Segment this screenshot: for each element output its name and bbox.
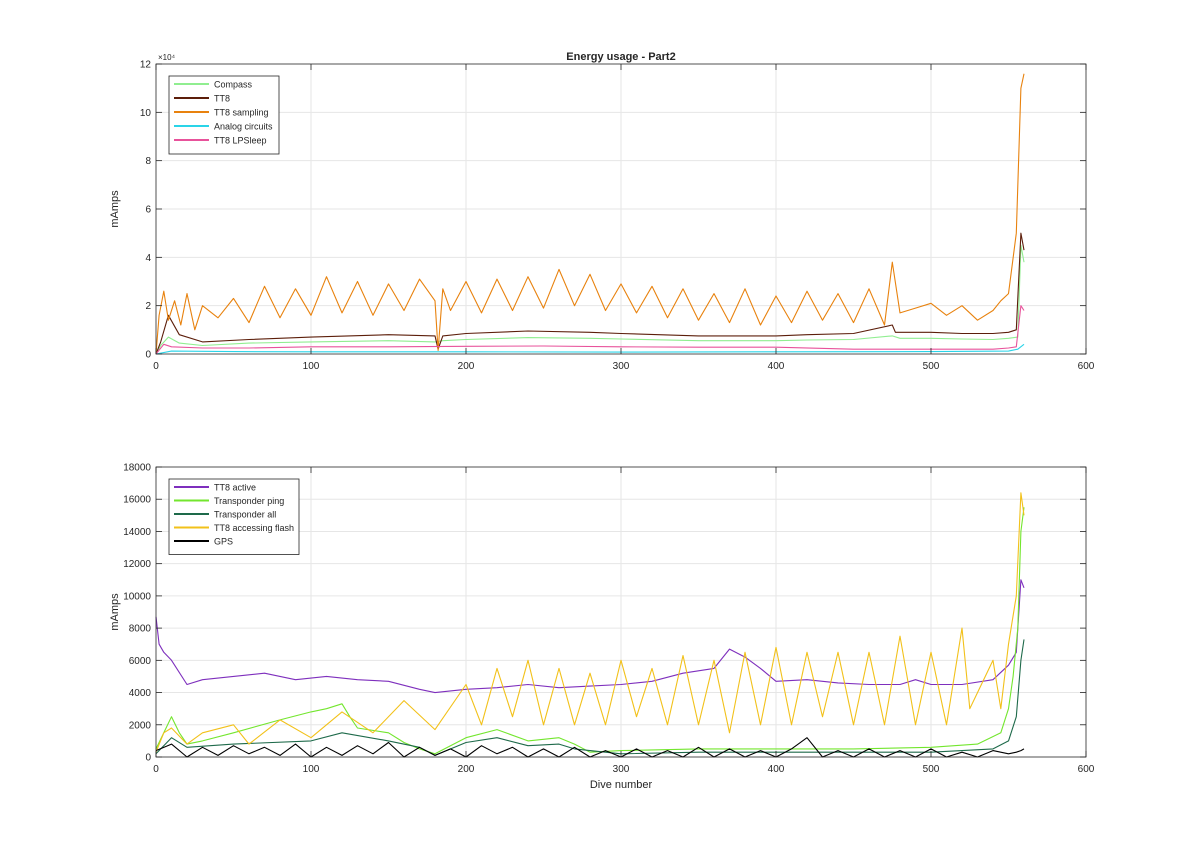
y-tick-label: 4000 <box>129 688 152 699</box>
y-tick-label: 6 <box>145 205 151 216</box>
y-tick-label: 12000 <box>123 559 151 570</box>
legend-label: TT8 <box>214 94 230 104</box>
x-tick-label: 600 <box>1078 361 1095 372</box>
y-tick-label: 8000 <box>129 624 152 635</box>
legend: TT8 active Transponder ping Transponder al… <box>168 478 300 555</box>
x-tick-label: 100 <box>303 764 320 775</box>
y-tick-label: 2 <box>145 301 151 312</box>
y-axis-label: mAmps <box>109 593 121 631</box>
x-tick-label: 500 <box>923 764 940 775</box>
y-tick-label: 0 <box>145 350 151 361</box>
figure-title: Energy usage - Part2 <box>566 51 675 63</box>
y-tick-label: 10 <box>140 108 152 119</box>
legend-label: TT8 LPSleep <box>214 136 267 146</box>
x-tick-label: 300 <box>613 764 630 775</box>
x-tick-label: 200 <box>458 764 475 775</box>
legend-label: Transponder ping <box>214 496 284 506</box>
y-axis-label: mAmps <box>109 190 121 228</box>
bottom-axes: 0 100 200 300 400 500 600020004000600080001000… <box>109 463 1095 792</box>
y-tick-label: 12 <box>140 60 152 71</box>
y-tick-label: 8 <box>145 156 151 167</box>
legend-label: Compass <box>214 80 253 90</box>
x-tick-label: 400 <box>768 764 785 775</box>
series-line-compass <box>155 244 1025 355</box>
x-tick-label: 500 <box>923 361 940 372</box>
y-tick-label: 10000 <box>123 591 151 602</box>
y-tick-label: 2000 <box>129 720 152 731</box>
y-tick-label: 18000 <box>123 463 151 474</box>
x-tick-label: 200 <box>458 361 475 372</box>
x-tick-label: 100 <box>303 361 320 372</box>
x-tick-label: 400 <box>768 361 785 372</box>
y-exponent-label: ×10⁴ <box>158 53 176 62</box>
series-line-tt8 <box>155 232 1025 355</box>
legend-label: GPS <box>214 537 233 547</box>
legend-label: Transponder all <box>214 510 276 520</box>
x-axis-label: Dive number <box>590 779 653 791</box>
top-axes: 0 100 200 300 400 500 600 0 2 4 6 8 10 12 ×10⁴ mAmps Com… <box>109 53 1095 372</box>
series-line-tt8-accessing-flash <box>155 492 1025 753</box>
series-line-gps <box>155 737 1025 758</box>
series-line-tt8-sampling <box>155 73 1025 355</box>
legend-label: Analog circuits <box>214 122 273 132</box>
series-line-tt8-active <box>155 579 1025 694</box>
y-tick-label: 0 <box>145 753 151 764</box>
series-line-transponder-ping <box>155 507 1025 755</box>
series-line-tt8-lpsleep <box>155 305 1025 355</box>
legend-label: TT8 active <box>214 483 256 493</box>
x-tick-label: 0 <box>153 361 159 372</box>
legend-label: TT8 accessing flash <box>214 523 294 533</box>
legend: Compass TT8 TT8 sampling Analog circuits TT8… <box>168 75 280 155</box>
y-tick-label: 14000 <box>123 527 151 538</box>
series-line-transponder-all <box>155 639 1025 756</box>
legend-label: TT8 sampling <box>214 108 269 118</box>
y-tick-label: 6000 <box>129 656 152 667</box>
y-tick-label: 4 <box>145 253 151 264</box>
x-tick-label: 0 <box>153 764 159 775</box>
y-tick-label: 16000 <box>123 495 151 506</box>
x-tick-label: 600 <box>1078 764 1095 775</box>
x-tick-label: 300 <box>613 361 630 372</box>
